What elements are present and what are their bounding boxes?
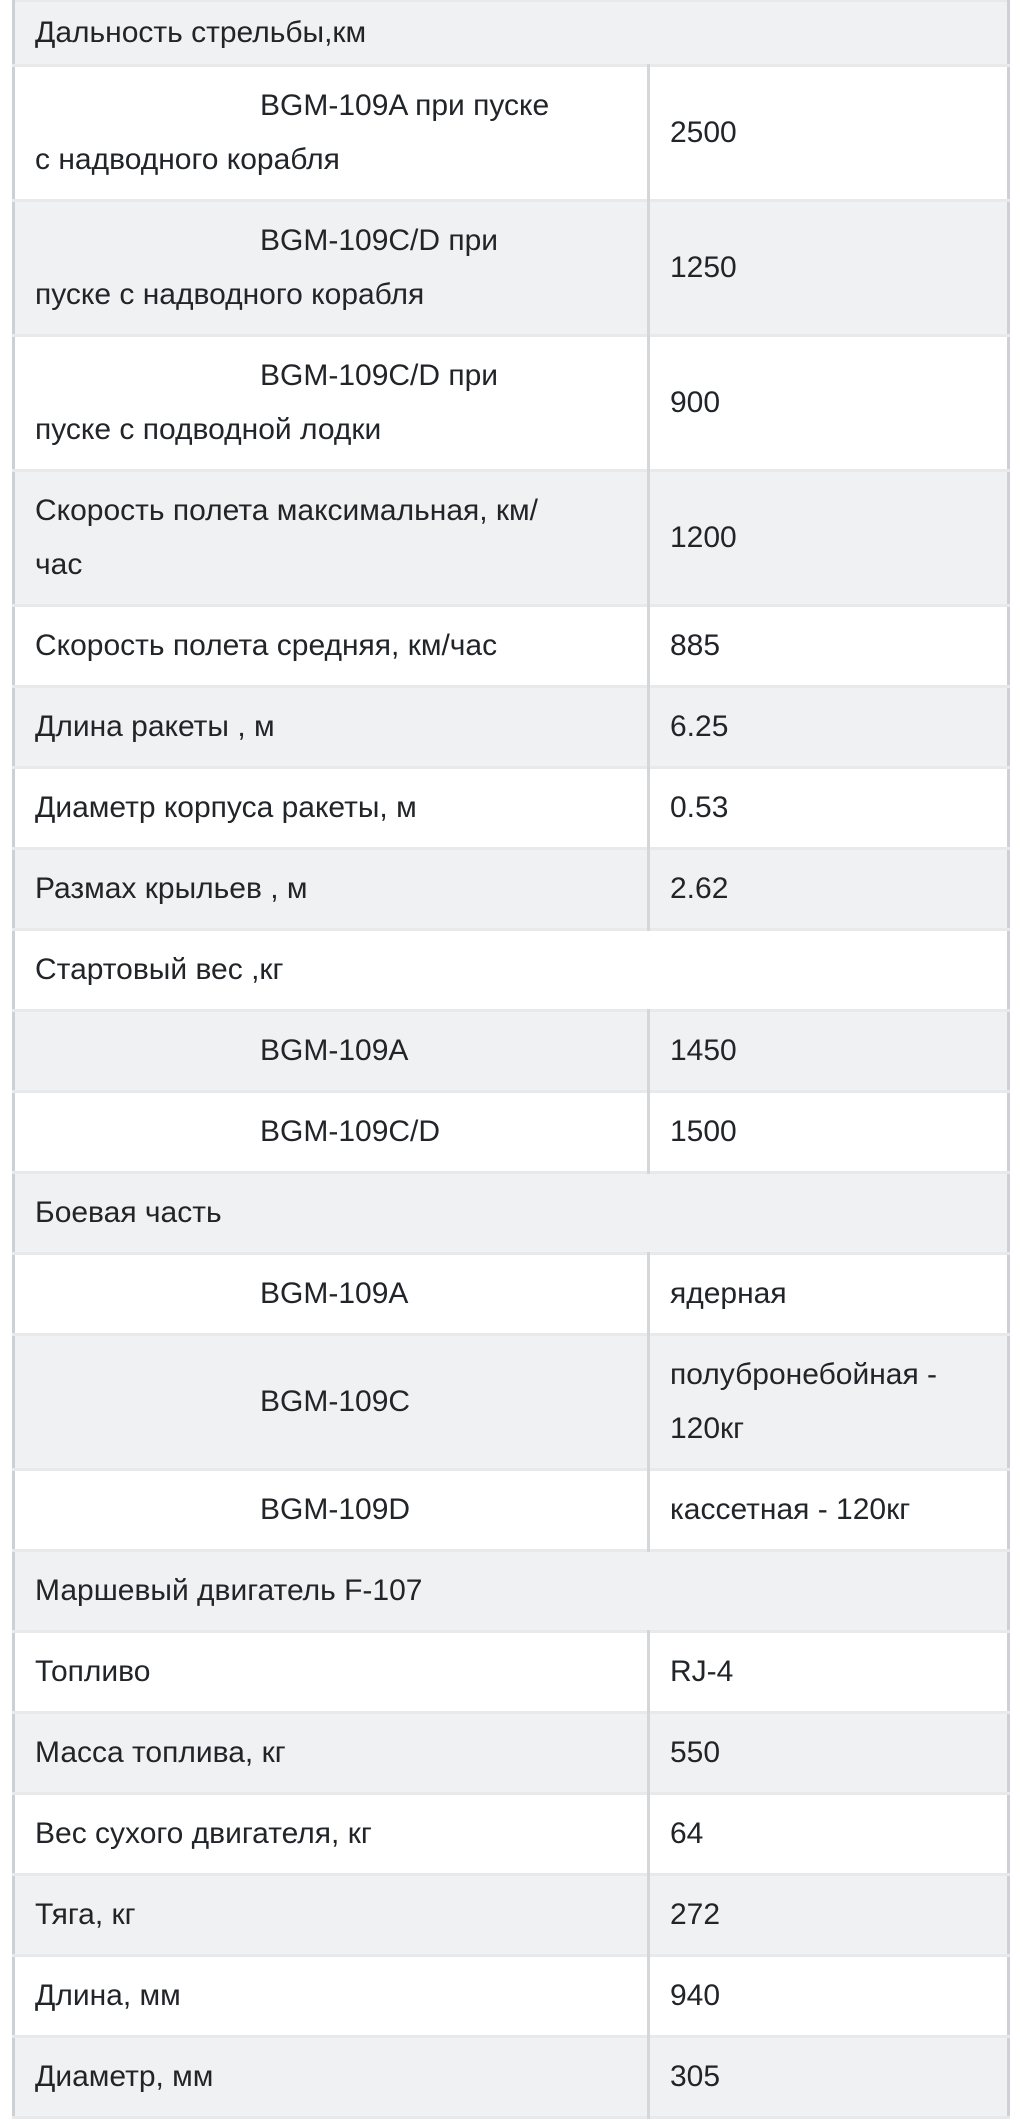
- table-row: Топливо RJ-4: [13, 1630, 1009, 1713]
- table-row: BGM-109A при пуске с надводного корабля …: [13, 64, 1009, 201]
- table-row: Масса топлива, кг 550: [13, 1711, 1009, 1794]
- spec-label: BGM-109A при пуске с надводного корабля: [13, 64, 650, 201]
- spec-label: Скорость полета средняя, км/час: [13, 604, 650, 687]
- spec-value: RJ-4: [648, 1630, 1009, 1713]
- spec-label: Вес сухого двигателя, кг: [13, 1792, 650, 1875]
- spec-label: Длина ракеты , м: [13, 685, 650, 768]
- table-row: BGM-109D кассетная - 120кг: [13, 1468, 1009, 1551]
- spec-label: Топливо: [13, 1630, 650, 1713]
- spec-label: BGM-109C/D при пуске с подводной лодки: [13, 334, 650, 471]
- spec-value: 64: [648, 1792, 1009, 1875]
- section-header: Стартовый вес ,кг: [13, 928, 1009, 1011]
- table-row: Тяга, кг 272: [13, 1873, 1009, 1956]
- spec-label: Диаметр, мм: [13, 2035, 650, 2118]
- table-row: Диаметр, мм 305: [13, 2035, 1009, 2118]
- spec-label: Диаметр корпуса ракеты, м: [13, 766, 650, 849]
- spec-value: кассетная - 120кг: [648, 1468, 1009, 1551]
- spec-value: 900: [648, 334, 1009, 471]
- spec-label: BGM-109D: [13, 1468, 650, 1551]
- table-row: BGM-109A ядерная: [13, 1252, 1009, 1335]
- specs-table-body: Дальность стрельбы,км BGM-109A при пуске…: [13, 1, 1009, 2118]
- spec-value: 0.53: [648, 766, 1009, 849]
- spec-value: полубронебойная - 120кг: [648, 1333, 1009, 1470]
- spec-label: BGM-109A: [13, 1252, 650, 1335]
- spec-label: Тяга, кг: [13, 1873, 650, 1956]
- table-row: BGM-109C/D 1500: [13, 1090, 1009, 1173]
- spec-label: Масса топлива, кг: [13, 1711, 650, 1794]
- spec-label: BGM-109C/D при пуске с надводного корабл…: [13, 199, 650, 336]
- spec-label: Размах крыльев , м: [13, 847, 650, 930]
- spec-value: 6.25: [648, 685, 1009, 768]
- table-row-section: Стартовый вес ,кг: [13, 928, 1009, 1011]
- spec-value: 1500: [648, 1090, 1009, 1173]
- table-row: Скорость полета средняя, км/час 885: [13, 604, 1009, 687]
- spec-value: 2500: [648, 64, 1009, 201]
- spec-value: 940: [648, 1954, 1009, 2037]
- spec-label: BGM-109C: [13, 1333, 650, 1470]
- section-header: Маршевый двигатель F-107: [13, 1549, 1009, 1632]
- spec-value: 1450: [648, 1009, 1009, 1092]
- spec-value: 1250: [648, 199, 1009, 336]
- table-row: Длина, мм 940: [13, 1954, 1009, 2037]
- table-row: Скорость полета максимальная, км/час 120…: [13, 469, 1009, 606]
- table-row-section: Боевая часть: [13, 1171, 1009, 1254]
- specs-table: Дальность стрельбы,км BGM-109A при пуске…: [12, 0, 1011, 2119]
- spec-value: ядерная: [648, 1252, 1009, 1335]
- table-row-section: Дальность стрельбы,км: [13, 1, 1009, 66]
- spec-value: 305: [648, 2035, 1009, 2118]
- table-row: Диаметр корпуса ракеты, м 0.53: [13, 766, 1009, 849]
- spec-value: 2.62: [648, 847, 1009, 930]
- table-row: Размах крыльев , м 2.62: [13, 847, 1009, 930]
- spec-value: 550: [648, 1711, 1009, 1794]
- table-row-section: Маршевый двигатель F-107: [13, 1549, 1009, 1632]
- table-row: BGM-109C/D при пуске с подводной лодки 9…: [13, 334, 1009, 471]
- spec-label: Длина, мм: [13, 1954, 650, 2037]
- section-header: Боевая часть: [13, 1171, 1009, 1254]
- table-row: BGM-109A 1450: [13, 1009, 1009, 1092]
- section-header: Дальность стрельбы,км: [13, 1, 1009, 66]
- spec-value: 1200: [648, 469, 1009, 606]
- table-row: Вес сухого двигателя, кг 64: [13, 1792, 1009, 1875]
- spec-value: 885: [648, 604, 1009, 687]
- table-row: BGM-109C полубронебойная - 120кг: [13, 1333, 1009, 1470]
- table-row: BGM-109C/D при пуске с надводного корабл…: [13, 199, 1009, 336]
- spec-value: 272: [648, 1873, 1009, 1956]
- spec-label: Скорость полета максимальная, км/час: [13, 469, 650, 606]
- spec-label: BGM-109C/D: [13, 1090, 650, 1173]
- table-row: Длина ракеты , м 6.25: [13, 685, 1009, 768]
- spec-label: BGM-109A: [13, 1009, 650, 1092]
